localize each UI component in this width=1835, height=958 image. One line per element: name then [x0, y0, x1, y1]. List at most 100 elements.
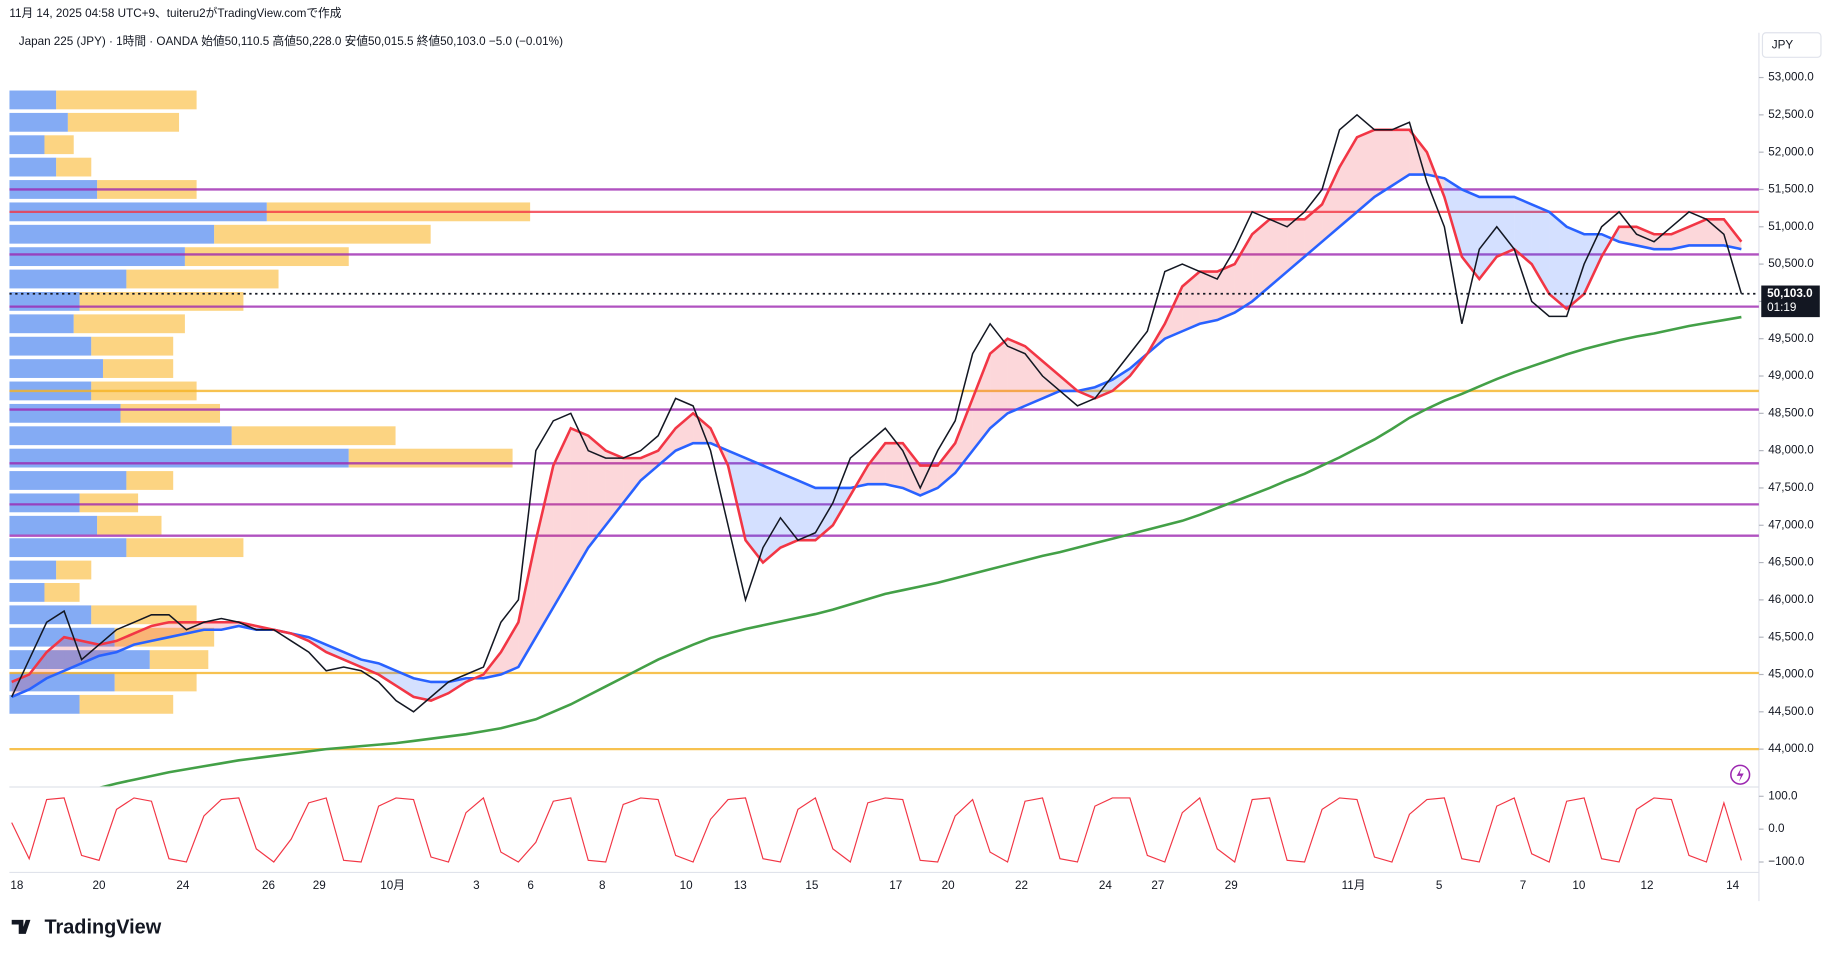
cloud-fill — [1217, 264, 1235, 321]
cloud-fill — [1706, 219, 1724, 246]
volume-profile-bar — [79, 493, 139, 513]
cloud-fill — [1112, 368, 1130, 391]
last-price-label: 50,103.0 — [1767, 287, 1813, 300]
y-tick-label: 44,000.0 — [1768, 742, 1814, 755]
y-tick-label: 46,000.0 — [1768, 593, 1814, 606]
change: −5.0 (−0.01%) — [489, 35, 563, 48]
cloud-fill — [151, 622, 169, 641]
cloud-fill — [186, 622, 204, 634]
y-tick-label: 52,000.0 — [1768, 145, 1814, 158]
y-tick-label: 53,000.0 — [1768, 71, 1814, 84]
series-line — [11, 128, 1743, 702]
cloud-fill — [134, 626, 152, 645]
volume-profile-bar — [9, 112, 68, 132]
volume-profile-bar — [348, 448, 513, 468]
close: 終値50,103.0 — [417, 34, 486, 48]
volume-profile-bar — [9, 538, 127, 558]
cloud-fill — [1322, 167, 1340, 242]
series-line — [11, 796, 1742, 863]
cloud-fill — [675, 413, 694, 451]
y-tick-label: 48,000.0 — [1768, 444, 1814, 457]
volume-profile-bar — [56, 157, 92, 177]
x-tick-label: 8 — [599, 879, 606, 892]
volume-profile-bar — [9, 471, 127, 490]
y-tick-label: 50,500.0 — [1768, 257, 1814, 270]
cloud-fill — [658, 428, 676, 466]
cloud-fill — [1252, 219, 1270, 302]
y-tick-label: 52,500.0 — [1768, 108, 1814, 121]
oscillator-pane — [11, 796, 1742, 863]
volume-profile-bar — [44, 583, 80, 602]
cloud-fill — [1287, 219, 1305, 272]
x-tick-label: 3 — [473, 879, 480, 892]
cloud-fill — [990, 338, 1008, 429]
cloud-fill — [1007, 338, 1026, 414]
y-tick-label: 51,000.0 — [1768, 220, 1814, 233]
alert-icon[interactable] — [1730, 764, 1751, 785]
x-tick-label: 17 — [889, 879, 902, 892]
currency-box[interactable] — [1761, 32, 1822, 58]
volume-profile-bar — [9, 583, 45, 602]
cloud-fill — [797, 480, 816, 541]
cloud-fill — [867, 443, 886, 485]
volume-profile-bar — [79, 694, 174, 714]
volume-profile-bar — [97, 515, 162, 535]
volume-profile-bar — [9, 224, 215, 244]
y-tick-label: 47,500.0 — [1768, 481, 1814, 494]
cloud-fill — [623, 458, 641, 503]
open: 始値50,110.5 — [201, 34, 270, 48]
volume-profile-bar — [9, 448, 349, 468]
cloud-fill — [1549, 211, 1567, 309]
volume-profile-bar — [56, 90, 197, 110]
x-tick-label: 12 — [1641, 879, 1654, 892]
axes: 53,000.0 52,500.0 52,000.0 51,500.0 51,000.0… — [10, 71, 1820, 892]
cloud-fill — [972, 353, 991, 451]
x-tick-label: 15 — [805, 879, 819, 892]
main-pane — [9, 90, 1759, 787]
cloud-fill — [1514, 196, 1532, 265]
cloud-fill — [1339, 137, 1358, 227]
cloud-fill — [570, 428, 589, 578]
volume-profile-bar — [9, 269, 127, 289]
cloud-fill — [46, 637, 65, 679]
cloud-fill — [1182, 271, 1200, 332]
x-tick-label: 20 — [942, 879, 956, 892]
x-tick-label: 27 — [1151, 879, 1164, 892]
cloud-fill — [1444, 178, 1462, 257]
low: 安値50,015.5 — [345, 34, 414, 48]
y-tick-label: 44,500.0 — [1768, 705, 1814, 718]
x-tick-label: 13 — [734, 879, 747, 892]
cloud-fill — [378, 663, 397, 686]
x-tick-label: 22 — [1015, 879, 1028, 892]
alert-bolt — [1736, 767, 1744, 782]
series-line — [99, 315, 1742, 787]
cloud-fill — [640, 450, 659, 481]
cloud-fill — [116, 633, 135, 653]
cloud-fill — [343, 652, 362, 668]
cloud-fill — [518, 540, 536, 668]
x-tick-label: 14 — [1726, 879, 1740, 892]
y-tick-label: 49,500.0 — [1768, 332, 1814, 345]
cloud-fill — [780, 473, 798, 548]
cloud-fill — [1025, 346, 1043, 406]
volume-profile-bar — [9, 336, 92, 356]
cloud-fill — [1461, 189, 1480, 280]
x-tick-label: 29 — [1225, 879, 1238, 892]
osc-tick-label: 100.0 — [1768, 789, 1798, 802]
last-price-box — [1761, 285, 1820, 318]
volume-profile-bar — [9, 515, 98, 535]
volume-profile-bar — [9, 314, 74, 334]
cloud-fill — [535, 465, 554, 638]
x-tick-label: 24 — [176, 879, 190, 892]
x-tick-label: 11月 — [1342, 879, 1366, 892]
volume-profile-bar — [79, 292, 244, 311]
symbol: Japan 225 (JPY) · 1時間 · OANDA — [19, 35, 198, 48]
y-tick-label: 51,500.0 — [1768, 183, 1814, 196]
x-tick-label: 20 — [93, 879, 107, 892]
cloud-fill — [326, 644, 344, 660]
volume-profile-bar — [9, 560, 57, 580]
cloud-fill — [1584, 234, 1602, 294]
cloud-fill — [1357, 129, 1375, 212]
cloud-fill — [1374, 129, 1392, 197]
